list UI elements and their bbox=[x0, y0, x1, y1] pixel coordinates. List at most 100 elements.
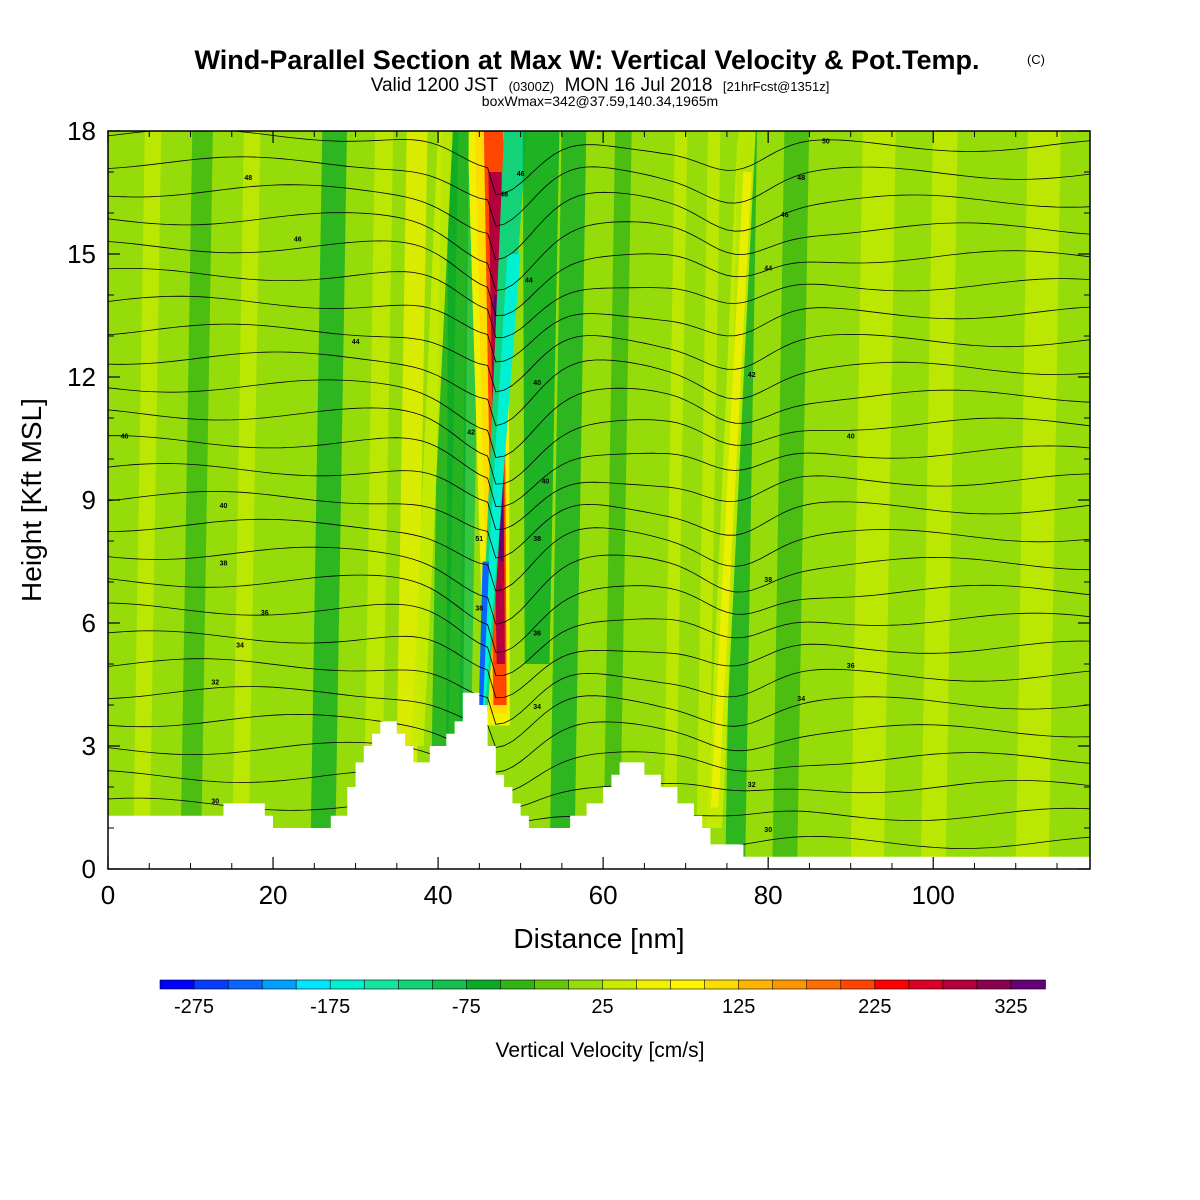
colorbar-swatch bbox=[466, 979, 502, 990]
theta-contour bbox=[108, 295, 1090, 363]
theta-contour bbox=[108, 518, 1090, 592]
colorbar-swatch bbox=[738, 979, 774, 990]
copyright-mark: (C) bbox=[1027, 52, 1045, 67]
contour-label: 48 bbox=[244, 175, 252, 182]
colorbar-swatch bbox=[908, 979, 944, 990]
colorbar-swatch bbox=[227, 979, 263, 990]
velocity-band bbox=[394, 131, 428, 869]
theta-contour bbox=[108, 156, 1090, 227]
colorbar-swatch bbox=[193, 979, 229, 990]
velocity-band bbox=[132, 131, 162, 869]
theta-contour bbox=[108, 131, 1090, 196]
contour-label: 44 bbox=[764, 265, 772, 272]
theta-contour bbox=[108, 323, 1090, 393]
contour-label: 51 bbox=[475, 536, 483, 543]
terrain-mask bbox=[108, 692, 1090, 869]
colorbar-tick-label: 125 bbox=[722, 996, 755, 1018]
colorbar-tick-label: -175 bbox=[310, 996, 350, 1018]
boxmax-label: boxWmax=342@37.59,140.34,1965m bbox=[482, 93, 718, 109]
colorbar-swatch bbox=[159, 979, 195, 990]
velocity-core bbox=[446, 131, 469, 746]
velocity-core bbox=[479, 254, 521, 705]
colorbar-swatch bbox=[772, 979, 808, 990]
x-tick-label: 80 bbox=[754, 880, 783, 910]
contour-label: 38 bbox=[220, 561, 228, 568]
x-axis-label: Distance [nm] bbox=[513, 923, 684, 954]
velocity-core bbox=[710, 172, 752, 808]
y-tick-label: 6 bbox=[82, 608, 96, 638]
colorbar-tick-label: 325 bbox=[994, 996, 1027, 1018]
chart-title: Wind-Parallel Section at Max W: Vertical… bbox=[195, 45, 980, 75]
colorbar-swatch bbox=[806, 979, 842, 990]
contour-labels: 32 34 36 38 40 46 44 46 48 30 51 38 38 40 40 44 48 46 42 34… bbox=[121, 138, 855, 834]
theta-contour bbox=[108, 658, 1090, 725]
y-tick-label: 18 bbox=[67, 116, 96, 146]
velocity-band bbox=[231, 131, 261, 869]
colorbar-swatch bbox=[704, 979, 740, 990]
theta-contour bbox=[108, 574, 1090, 653]
colorbar-swatch bbox=[329, 979, 366, 990]
x-tick-label: 60 bbox=[589, 880, 618, 910]
velocity-band bbox=[603, 131, 632, 869]
theta-contour bbox=[108, 602, 1090, 676]
colorbar-swatch bbox=[500, 979, 536, 990]
contour-label: 30 bbox=[764, 827, 772, 834]
colorbar-tick-label: -275 bbox=[174, 996, 214, 1018]
theta-contour bbox=[108, 490, 1090, 559]
contour-label: 50 bbox=[822, 138, 830, 145]
colorbar-swatch bbox=[568, 979, 604, 990]
velocity-band bbox=[180, 131, 213, 869]
contour-label: 32 bbox=[211, 680, 219, 687]
contour-label: 40 bbox=[220, 503, 228, 510]
theta-contour bbox=[108, 546, 1090, 625]
theta-contour bbox=[108, 212, 1090, 291]
contour-label: 38 bbox=[533, 536, 541, 543]
contour-label: 34 bbox=[797, 696, 805, 703]
y-tick-label: 3 bbox=[82, 731, 96, 761]
colorbar-tick-label: 25 bbox=[591, 996, 613, 1018]
colorbar-swatch bbox=[1010, 979, 1046, 990]
velocity-band bbox=[363, 131, 394, 869]
x-tick-label: 100 bbox=[912, 880, 955, 910]
colorbar-swatch bbox=[636, 979, 672, 990]
theta-contour bbox=[108, 713, 1090, 773]
theta-contour bbox=[108, 630, 1090, 699]
theta-contour bbox=[108, 184, 1090, 261]
x-tick-label: 40 bbox=[424, 880, 453, 910]
theta-contour bbox=[108, 407, 1090, 485]
theta-contour bbox=[108, 770, 1090, 810]
velocity-band bbox=[1015, 131, 1061, 869]
x-axis: 0 20 40 60 80 100 bbox=[101, 131, 1058, 910]
theta-contour bbox=[108, 267, 1090, 338]
valid-date: MON 16 Jul 2018 bbox=[565, 75, 713, 96]
contour-label: 34 bbox=[236, 643, 244, 650]
contour-label: 36 bbox=[847, 663, 855, 670]
theta-contour bbox=[108, 379, 1090, 458]
contour-label: 46 bbox=[517, 171, 525, 178]
contour-label: 48 bbox=[500, 192, 508, 199]
theta-contour bbox=[108, 435, 1090, 507]
contour-label: 36 bbox=[261, 610, 269, 617]
x-tick-label: 20 bbox=[259, 880, 288, 910]
y-tick-label: 12 bbox=[67, 362, 96, 392]
valid-utc: (0300Z) bbox=[509, 79, 555, 94]
theta-contour bbox=[108, 351, 1090, 427]
colorbar: -275 -175 -75 25 125 225 325 bbox=[159, 979, 1046, 1018]
y-tick-label: 0 bbox=[82, 854, 96, 884]
velocity-band bbox=[920, 131, 958, 869]
forecast-label: [21hrFcst@1351z] bbox=[723, 79, 829, 94]
colorbar-tick-label: 225 bbox=[858, 996, 891, 1018]
y-tick-label: 9 bbox=[82, 485, 96, 515]
colorbar-label: Vertical Velocity [cm/s] bbox=[496, 1039, 705, 1062]
y-axis-label: Height [Kft MSL] bbox=[16, 398, 47, 602]
colorbar-tick-label: -75 bbox=[452, 996, 481, 1018]
colorbar-swatch bbox=[602, 979, 638, 990]
contour-label: 40 bbox=[533, 380, 541, 387]
colorbar-swatch bbox=[670, 979, 706, 990]
colorbar-swatch bbox=[942, 979, 978, 990]
contour-label: 38 bbox=[475, 606, 483, 613]
contour-label: 42 bbox=[748, 372, 756, 379]
velocity-core bbox=[411, 131, 453, 746]
